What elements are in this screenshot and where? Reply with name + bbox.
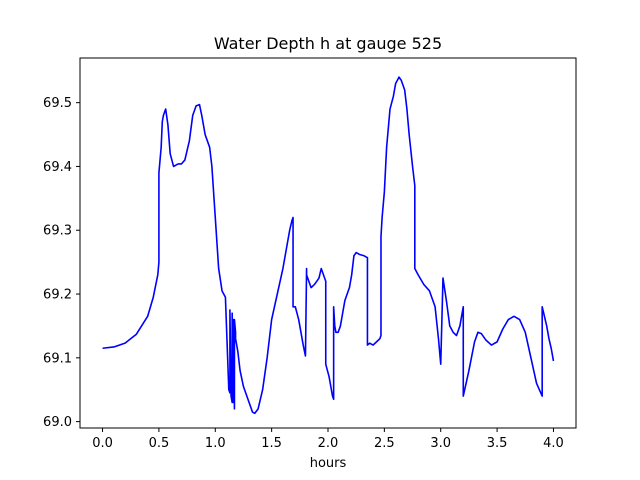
x-tick-label: 0.5 — [149, 436, 170, 451]
x-tick-label: 2.0 — [318, 436, 339, 451]
x-tick-label: 1.0 — [205, 436, 226, 451]
y-tick-label: 69.5 — [43, 96, 72, 111]
y-tick-label: 69.3 — [43, 224, 72, 239]
x-tick-label: 2.5 — [374, 436, 395, 451]
y-tick-label: 69.4 — [43, 160, 72, 175]
x-tick-label: 3.5 — [487, 436, 508, 451]
y-tick-label: 69.1 — [43, 351, 72, 366]
x-tick-label: 0.0 — [92, 436, 113, 451]
y-tick-label: 69.0 — [43, 415, 72, 430]
x-tick-label: 3.0 — [430, 436, 451, 451]
x-axis: 0.0 0.5 1.0 1.5 2.0 2.5 3.0 3.5 4.0 — [92, 428, 564, 451]
y-axis: 69.0 69.1 69.2 69.3 69.4 69.5 — [43, 96, 80, 430]
x-axis-label: hours — [310, 456, 347, 471]
y-tick-label: 69.2 — [43, 288, 72, 303]
series-line — [102, 76, 555, 415]
plot-area — [102, 76, 555, 415]
chart-title: Water Depth h at gauge 525 — [214, 34, 442, 53]
x-tick-label: 4.0 — [543, 436, 564, 451]
x-tick-label: 1.5 — [261, 436, 282, 451]
